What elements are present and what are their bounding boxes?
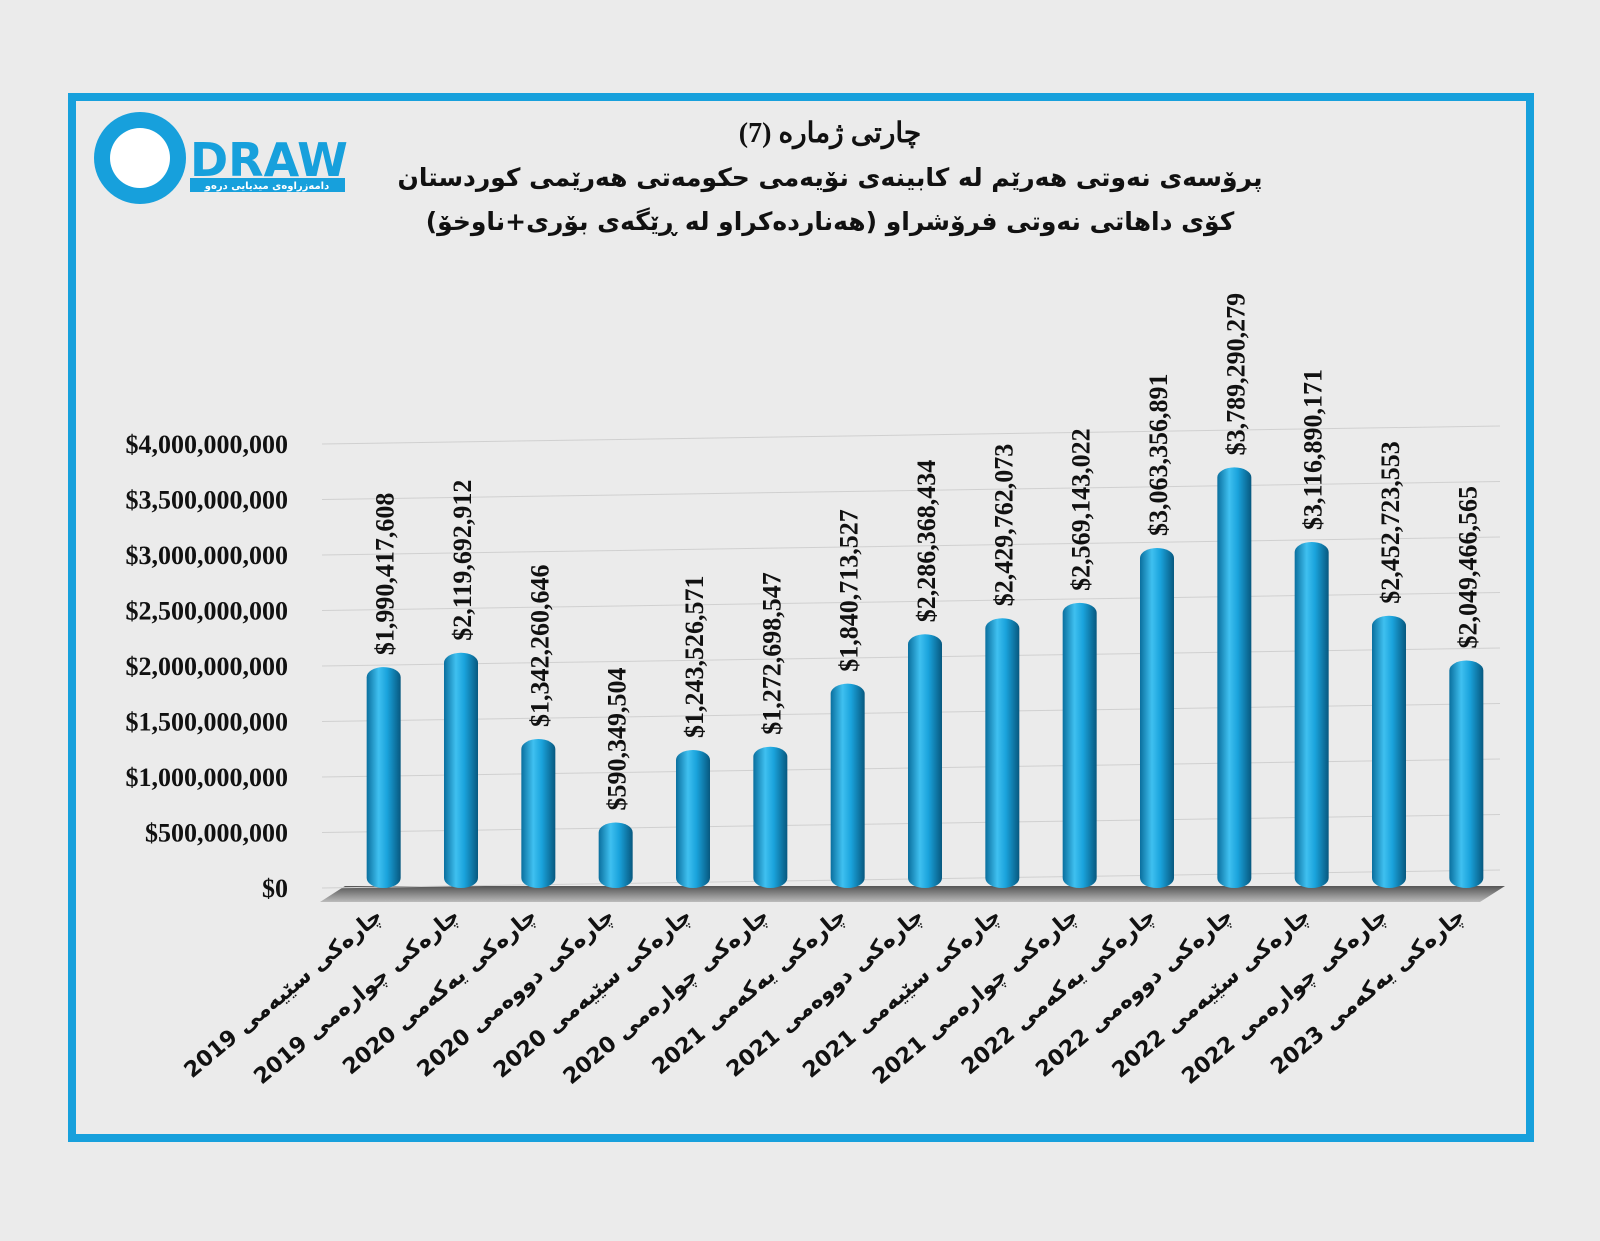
y-tick-label: $3,000,000,000 (126, 541, 289, 570)
y-tick-label: $1,000,000,000 (126, 763, 289, 792)
value-label: $2,049,466,565 (1453, 486, 1482, 649)
chart-subtitle: کۆی داهاتی نەوتی فرۆشراو (هەناردەکراو لە… (426, 207, 1235, 237)
y-tick-label: $2,000,000,000 (126, 652, 289, 681)
value-label: $590,349,504 (603, 667, 632, 810)
value-label: $3,063,356,891 (1144, 373, 1173, 536)
y-tick-label: $2,500,000,000 (126, 597, 289, 626)
value-label: $2,452,723,553 (1376, 441, 1405, 604)
value-label: $2,429,762,073 (989, 444, 1018, 606)
value-label: $1,990,417,608 (371, 493, 400, 655)
bar (1449, 660, 1484, 888)
bar (444, 652, 478, 888)
logo-tagline: دامەزراوەی میدیایی درەو (204, 181, 329, 192)
chart-subtitle: پرۆسەی نەوتی هەرێم لە کابینەی نۆیەمی حکو… (398, 163, 1263, 193)
value-label: $1,272,698,547 (757, 572, 786, 735)
y-tick-label: $500,000,000 (145, 819, 288, 848)
bar (753, 746, 788, 888)
grid-line (321, 536, 1501, 556)
y-tick-label: $0 (262, 874, 288, 903)
floor (320, 886, 1505, 902)
value-label: $2,119,692,912 (448, 480, 477, 641)
bar (985, 618, 1020, 888)
y-tick-label: $3,500,000,000 (126, 486, 289, 515)
grid-line (321, 425, 1501, 445)
value-label: $3,789,290,279 (1221, 293, 1250, 456)
bar (1372, 615, 1406, 888)
bar (676, 749, 710, 888)
value-label: $1,840,713,527 (835, 509, 864, 672)
bar (1140, 547, 1174, 888)
bar (908, 634, 942, 888)
value-label: $3,116,890,171 (1299, 369, 1328, 530)
y-tick-label: $4,000,000,000 (126, 430, 289, 459)
chart-title: چارتی ژمارە (7) (739, 118, 921, 150)
y-tick-label: $1,500,000,000 (126, 708, 289, 737)
value-label: $2,286,368,434 (912, 460, 941, 623)
bar (1217, 467, 1252, 888)
grid-line (321, 481, 1501, 500)
bar (1294, 542, 1329, 888)
bar (1062, 602, 1097, 888)
value-label: $1,243,526,571 (680, 575, 709, 738)
value-label: $2,569,143,022 (1067, 428, 1096, 591)
bar (598, 822, 633, 888)
bar (366, 667, 401, 888)
value-label: $1,342,260,646 (525, 565, 554, 728)
logo: DRAW دامەزراوەی میدیایی درەو (94, 112, 348, 204)
bar (830, 683, 865, 888)
frame (68, 93, 1534, 1142)
bar (521, 739, 556, 888)
